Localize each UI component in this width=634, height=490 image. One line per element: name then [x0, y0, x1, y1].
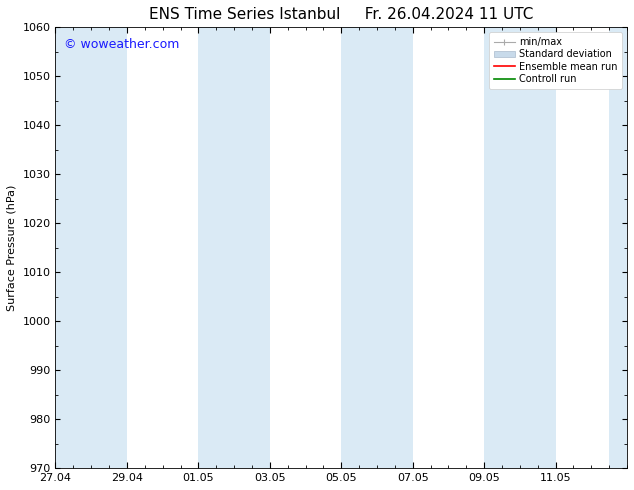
- Text: © woweather.com: © woweather.com: [64, 38, 179, 51]
- Bar: [56, 27, 127, 468]
- Bar: [484, 27, 555, 468]
- Legend: min/max, Standard deviation, Ensemble mean run, Controll run: min/max, Standard deviation, Ensemble me…: [489, 32, 622, 89]
- Y-axis label: Surface Pressure (hPa): Surface Pressure (hPa): [7, 185, 17, 311]
- Bar: [341, 27, 413, 468]
- Title: ENS Time Series Istanbul     Fr. 26.04.2024 11 UTC: ENS Time Series Istanbul Fr. 26.04.2024 …: [149, 7, 533, 22]
- Bar: [198, 27, 270, 468]
- Bar: [609, 27, 627, 468]
